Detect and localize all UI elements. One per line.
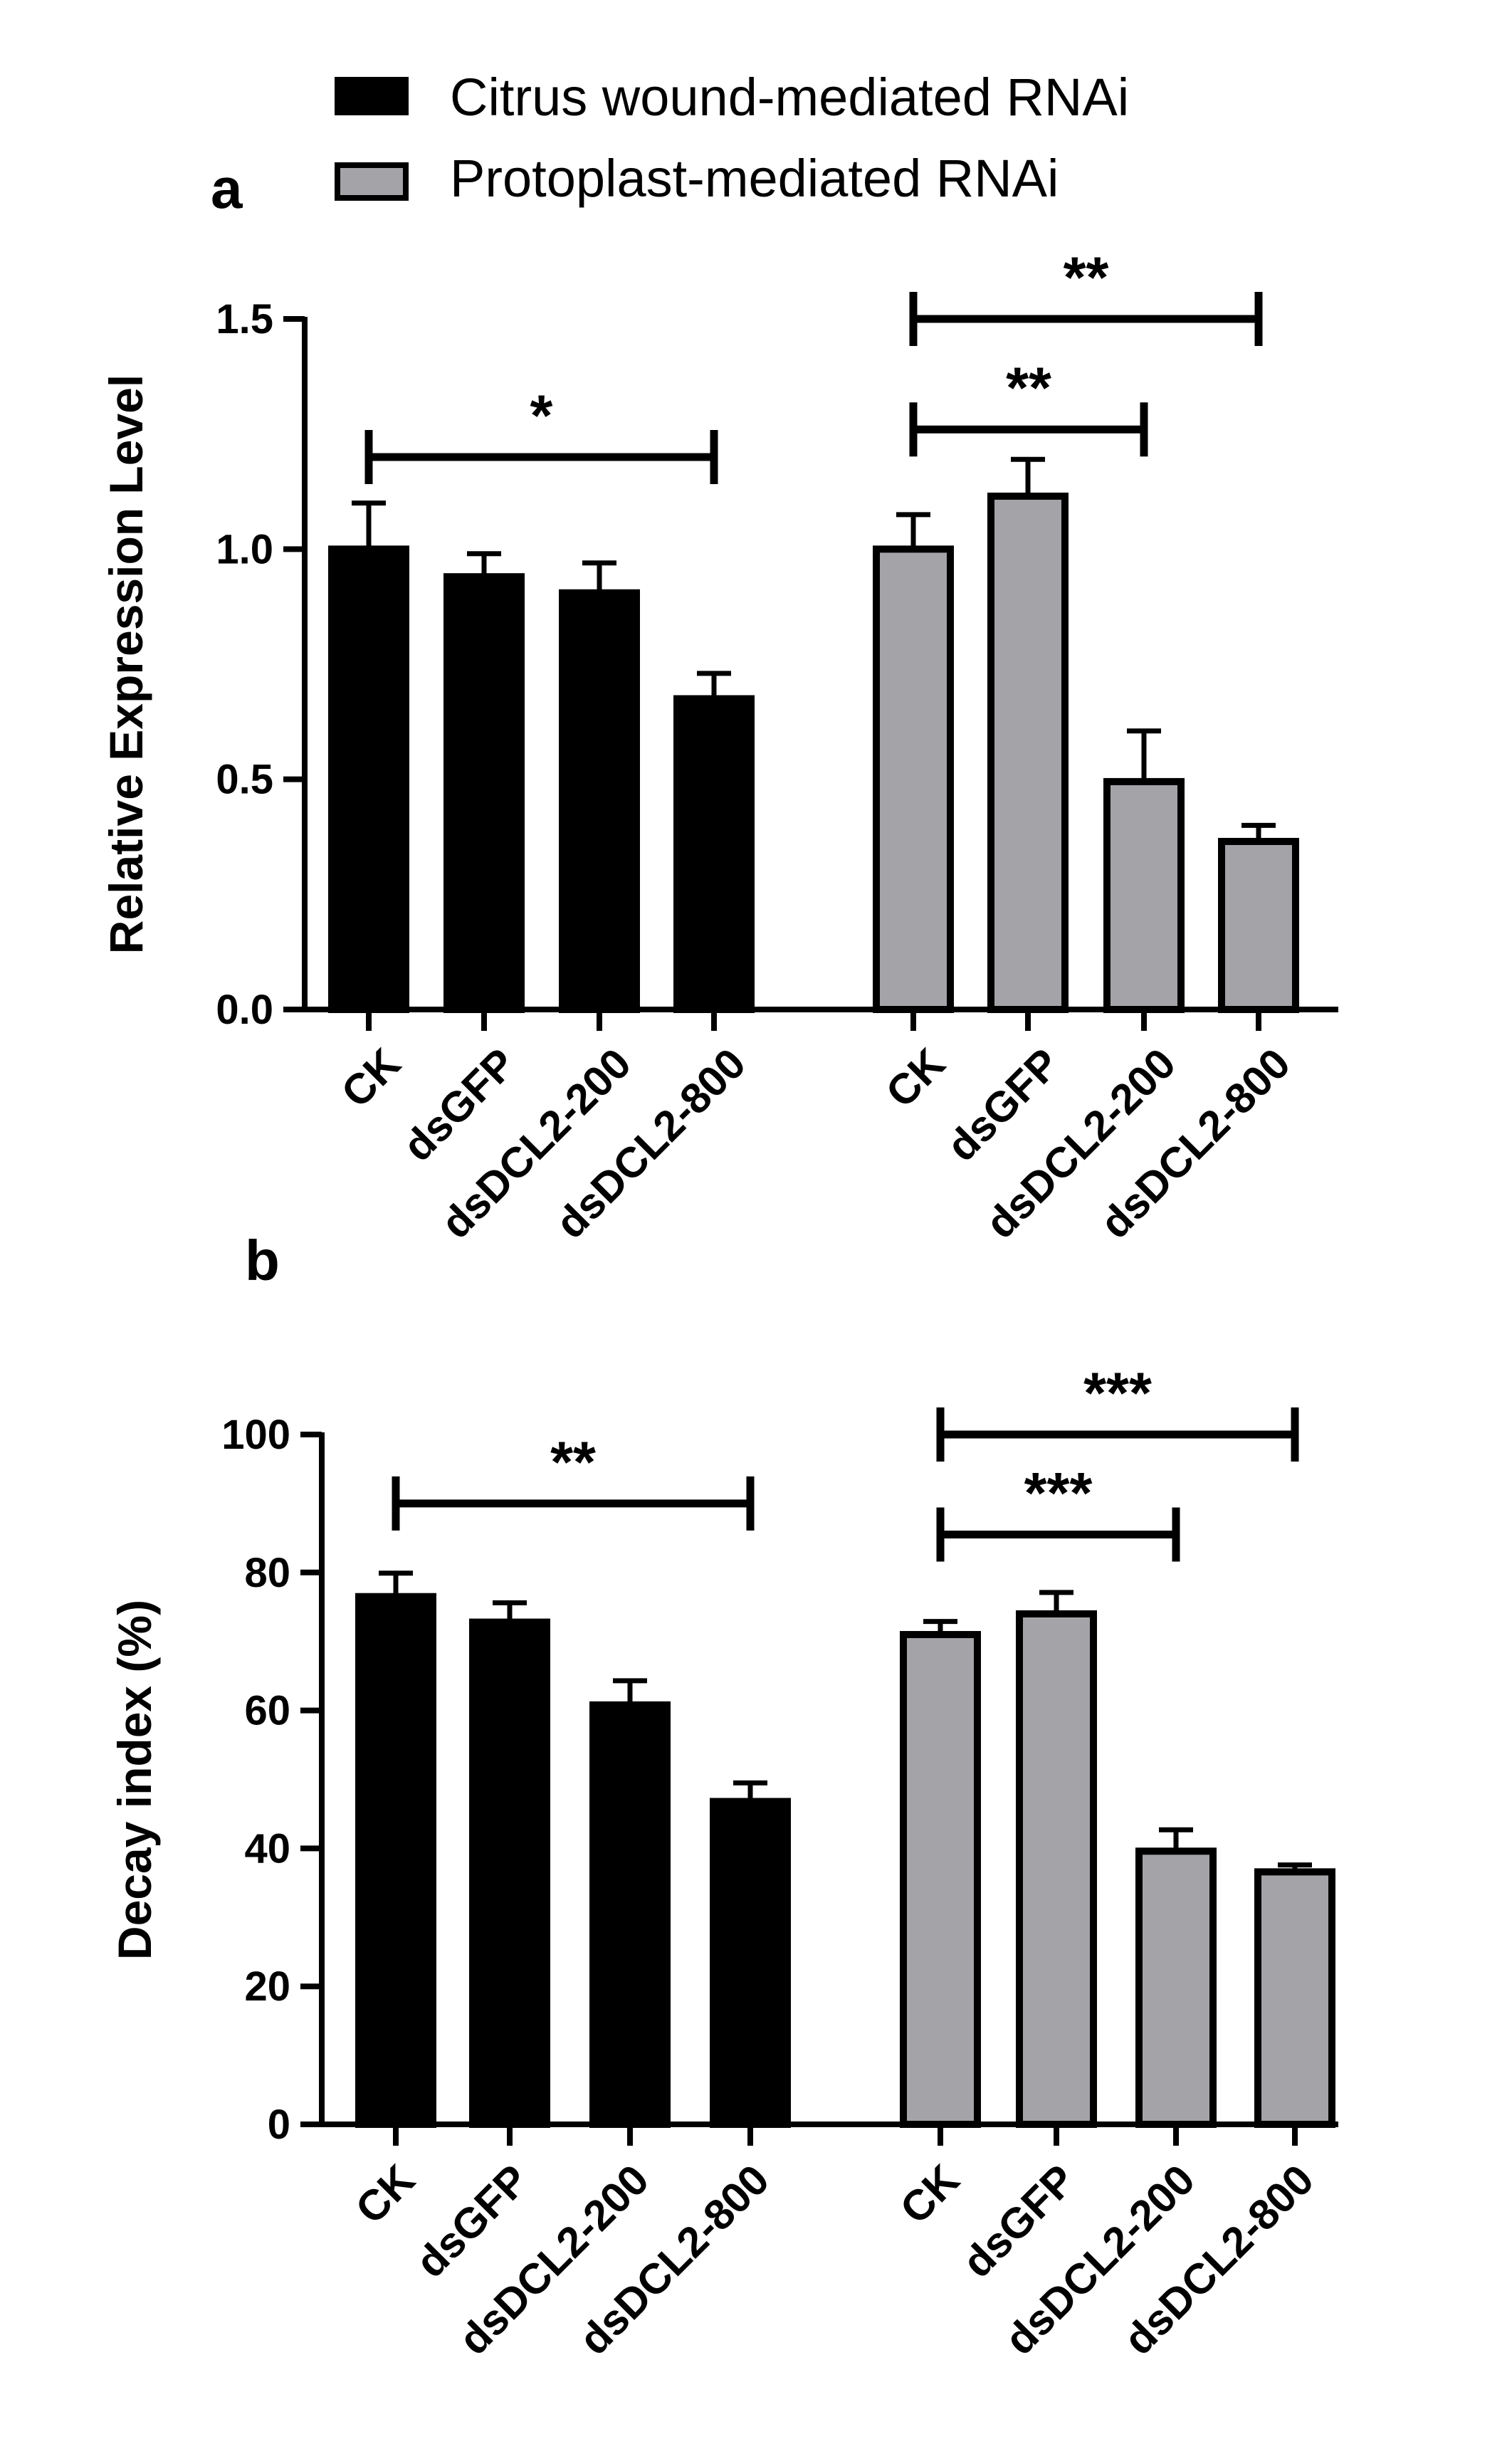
bar-wound-dsdcl2-800 [710,1798,791,2129]
bar-protoplast-dsgfp [1016,1610,1097,2128]
y-tick-label: 1.0 [216,526,273,572]
significance-label: ** [1064,246,1109,310]
significance-label: *** [1083,1361,1152,1426]
bar-wound-dsdcl2-200 [559,589,640,1013]
chart-panel-a: Relative Expression Level0.00.51.01.5CKd… [100,246,1338,1247]
bar-protoplast-ck [873,545,954,1013]
y-tick-label: 80 [244,1550,290,1596]
y-tick-label: 100 [221,1412,290,1458]
panel-letter-a: a [211,157,243,220]
panel-letter-b: b [245,1229,280,1292]
y-tick-label: 0 [268,2102,290,2148]
y-tick-label: 20 [244,1963,290,2010]
bar-protoplast-dsgfp [987,492,1069,1013]
significance-label: *** [1024,1462,1093,1526]
bar-protoplast-dsdcl2-800 [1218,837,1299,1014]
bar-protoplast-dsdcl2-200 [1103,777,1185,1014]
y-tick-label: 40 [244,1825,290,1872]
legend-label-wound: Citrus wound-mediated RNAi [450,68,1129,127]
bar-wound-dsgfp [443,573,525,1013]
x-tick-label: CK [332,1039,410,1117]
x-tick-label: CK [877,1039,955,1117]
y-tick-label: 1.5 [216,296,273,342]
y-tick-label: 0.5 [216,757,273,803]
bar-wound-dsdcl2-800 [673,695,755,1013]
bar-protoplast-dsdcl2-200 [1135,1847,1217,2128]
bar-wound-ck [355,1593,436,2129]
chart-panel-b: Decay index (%)020406080100CKdsGFPdsDCL2… [108,1361,1338,2364]
legend: Citrus wound-mediated RNAi Protoplast-me… [335,68,1129,208]
legend-swatch-wound [335,77,409,115]
y-axis-title: Relative Expression Level [100,374,152,954]
legend-label-protoplast: Protoplast-mediated RNAi [450,149,1059,208]
legend-swatch-protoplast [335,162,409,201]
bar-wound-dsgfp [469,1618,550,2129]
bar-protoplast-dsdcl2-800 [1254,1868,1335,2128]
bar-wound-dsdcl2-200 [589,1701,671,2128]
y-tick-label: 60 [244,1688,290,1734]
y-axis-title: Decay index (%) [108,1600,161,1960]
x-tick-label: CK [347,2156,424,2233]
bar-wound-ck [328,545,409,1013]
significance-label: ** [1006,356,1051,421]
x-tick-label: CK [891,2156,969,2233]
y-tick-label: 0.0 [216,987,273,1033]
significance-label: ** [550,1430,596,1495]
significance-label: * [530,384,553,449]
bar-protoplast-ck [900,1631,981,2128]
